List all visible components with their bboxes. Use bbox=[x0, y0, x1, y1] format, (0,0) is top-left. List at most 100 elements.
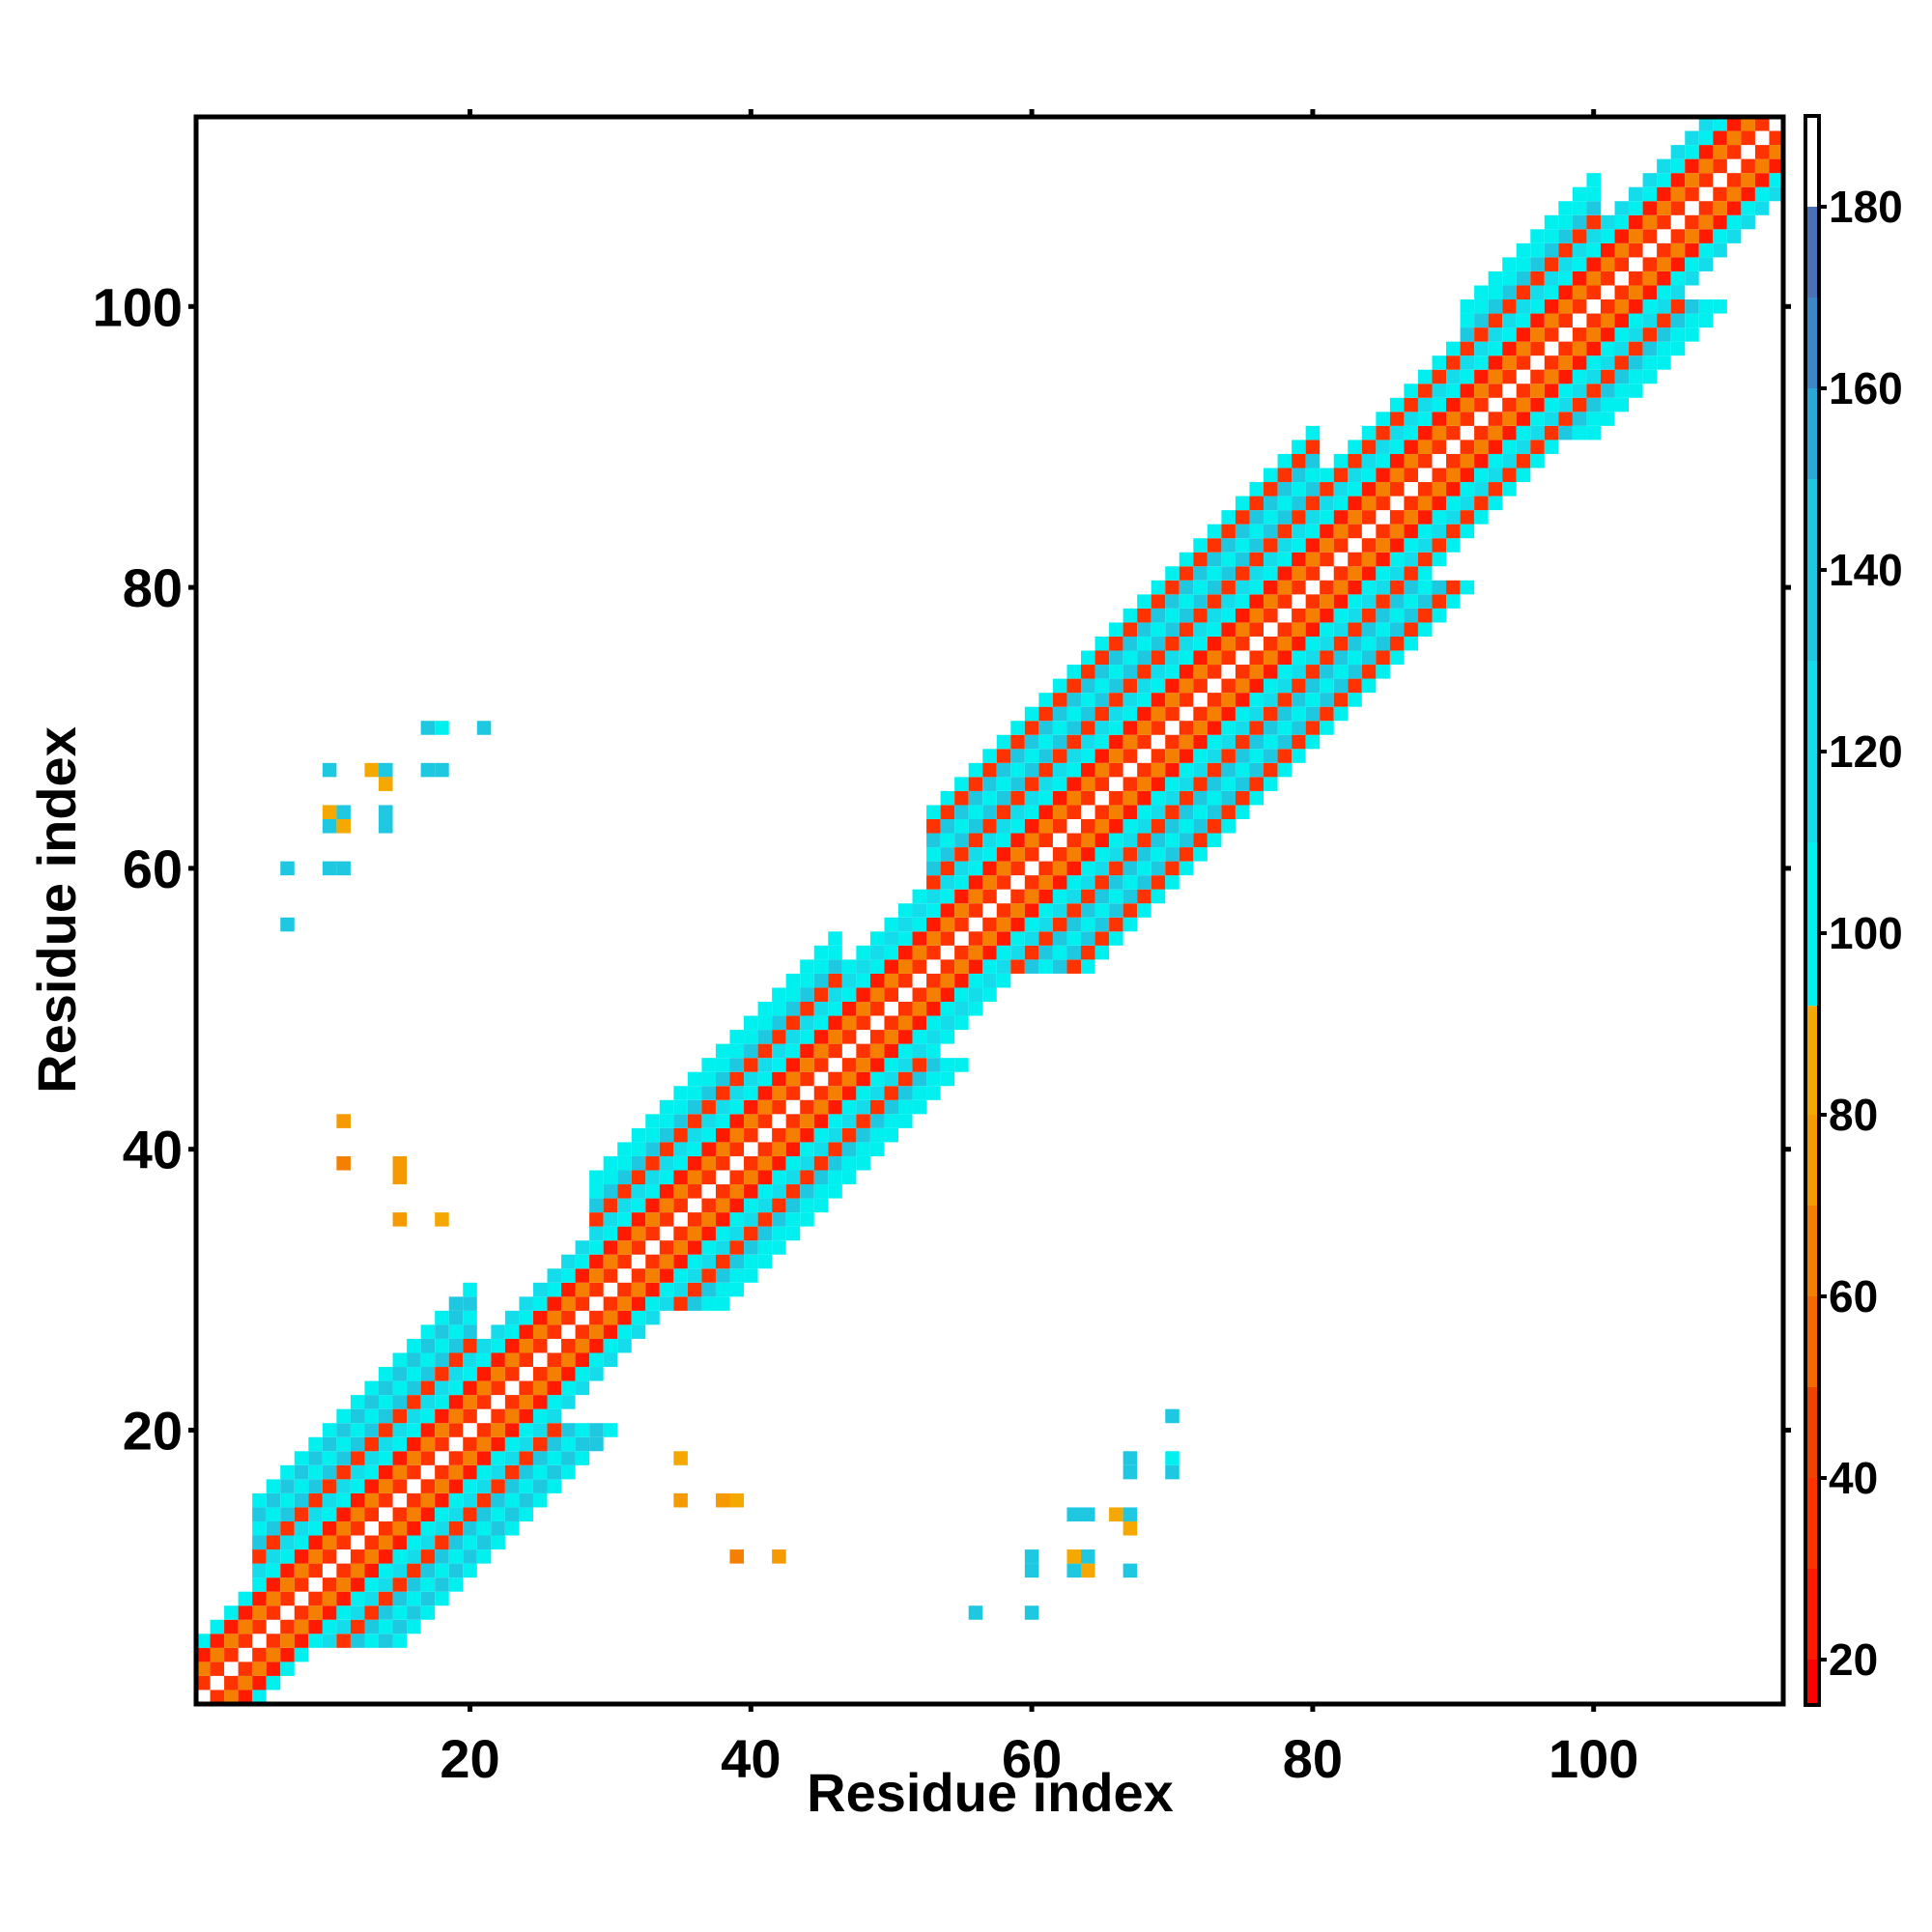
heatmap-cell bbox=[224, 1619, 239, 1634]
heatmap-cell bbox=[1305, 665, 1321, 679]
heatmap-cell bbox=[575, 1423, 590, 1437]
heatmap-cell bbox=[322, 1605, 337, 1620]
heatmap-cell bbox=[968, 945, 983, 960]
heatmap-cell bbox=[322, 1634, 337, 1648]
heatmap-cell bbox=[491, 1464, 505, 1480]
heatmap-cell bbox=[744, 1198, 758, 1213]
heatmap-cell bbox=[828, 1184, 842, 1199]
heatmap-cell bbox=[841, 973, 857, 988]
heatmap-cell bbox=[1137, 805, 1151, 819]
heatmap-cell bbox=[1221, 749, 1236, 763]
heatmap-cell bbox=[1292, 440, 1306, 454]
heatmap-cell bbox=[435, 1352, 449, 1368]
heatmap-cell bbox=[884, 931, 898, 946]
heatmap-cell bbox=[1657, 285, 1671, 300]
heatmap-cell bbox=[1320, 496, 1334, 511]
heatmap-cell bbox=[729, 1198, 745, 1213]
colorbar-tick-label: 160 bbox=[1829, 363, 1903, 413]
heatmap-cell bbox=[1474, 341, 1489, 356]
heatmap-cell bbox=[785, 1226, 801, 1241]
heatmap-cell bbox=[364, 1507, 380, 1521]
heatmap-cell bbox=[772, 1240, 786, 1255]
heatmap-cell bbox=[1320, 538, 1334, 553]
heatmap-cell bbox=[757, 1198, 773, 1213]
heatmap-cell bbox=[772, 1226, 786, 1241]
heatmap-cell bbox=[912, 1043, 927, 1059]
heatmap-cell bbox=[926, 1015, 941, 1031]
heatmap-cell bbox=[1122, 889, 1138, 904]
heatmap-cell bbox=[1502, 355, 1517, 370]
heatmap-cell bbox=[1193, 749, 1208, 763]
heatmap-cell bbox=[940, 847, 955, 862]
heatmap-cell bbox=[1629, 186, 1643, 202]
heatmap-cell bbox=[1572, 412, 1587, 426]
heatmap-cell bbox=[463, 1310, 477, 1325]
heatmap-cell bbox=[1277, 650, 1293, 666]
heatmap-cell bbox=[1333, 608, 1349, 623]
heatmap-cell bbox=[1052, 917, 1067, 932]
heatmap-cell bbox=[785, 1127, 801, 1143]
heatmap-cell bbox=[392, 1155, 408, 1171]
heatmap-cell bbox=[1081, 749, 1095, 763]
heatmap-cell bbox=[1754, 117, 1770, 131]
heatmap-cell bbox=[1292, 468, 1306, 483]
heatmap-cell bbox=[1165, 1451, 1179, 1465]
heatmap-cell bbox=[448, 1549, 464, 1564]
heatmap-cell bbox=[1137, 622, 1151, 637]
heatmap-cell bbox=[1264, 524, 1278, 539]
heatmap-cell bbox=[336, 1408, 351, 1424]
heatmap-cell bbox=[252, 1577, 267, 1592]
heatmap-cell bbox=[828, 1002, 842, 1016]
heatmap-cell bbox=[547, 1380, 562, 1396]
heatmap-cell bbox=[673, 1240, 688, 1255]
heatmap-cell bbox=[926, 818, 941, 834]
heatmap-cell bbox=[645, 1142, 660, 1156]
heatmap-cell bbox=[1614, 384, 1630, 398]
heatmap-cell bbox=[196, 1634, 211, 1648]
heatmap-cell bbox=[729, 1043, 745, 1059]
heatmap-cell bbox=[1657, 158, 1671, 174]
heatmap-cell bbox=[463, 1507, 477, 1521]
heatmap-cell bbox=[308, 1605, 323, 1620]
heatmap-cell bbox=[757, 1002, 773, 1016]
heatmap-cell bbox=[294, 1507, 309, 1521]
heatmap-cell bbox=[1544, 397, 1559, 412]
heatmap-cell bbox=[631, 1296, 646, 1311]
heatmap-cell bbox=[448, 1324, 464, 1339]
heatmap-cell bbox=[322, 1535, 337, 1550]
heatmap-cell bbox=[1713, 242, 1727, 258]
heatmap-cell bbox=[715, 1058, 730, 1072]
heatmap-cell bbox=[800, 1170, 814, 1185]
heatmap-cell bbox=[463, 1563, 477, 1578]
heatmap-cell bbox=[1488, 327, 1503, 342]
heatmap-cell bbox=[1193, 650, 1208, 666]
heatmap-cell bbox=[1685, 270, 1699, 286]
heatmap-cell bbox=[266, 1591, 281, 1606]
heatmap-cell bbox=[856, 1114, 870, 1128]
heatmap-cell bbox=[1193, 805, 1208, 819]
heatmap-cell bbox=[1348, 608, 1362, 623]
heatmap-cell bbox=[954, 847, 969, 862]
heatmap-cell bbox=[996, 777, 1011, 791]
heatmap-cell bbox=[1558, 299, 1573, 314]
heatmap-cell bbox=[659, 1142, 674, 1156]
heatmap-cell bbox=[744, 1015, 758, 1031]
heatmap-cell bbox=[547, 1408, 562, 1424]
heatmap-cell bbox=[1629, 285, 1643, 300]
heatmap-cell bbox=[420, 1577, 436, 1592]
heatmap-cell bbox=[532, 1338, 548, 1353]
heatmap-cell bbox=[280, 1549, 295, 1564]
heatmap-cell bbox=[1249, 510, 1264, 525]
heatmap-cell bbox=[1754, 173, 1770, 187]
heatmap-cell bbox=[1657, 299, 1671, 314]
heatmap-cell bbox=[1460, 369, 1475, 384]
heatmap-cell bbox=[1122, 875, 1138, 890]
heatmap-cell bbox=[491, 1367, 505, 1381]
heatmap-cell bbox=[1066, 721, 1082, 735]
heatmap-cell bbox=[884, 987, 898, 1003]
heatmap-cell bbox=[1277, 482, 1293, 497]
heatmap-cell bbox=[1389, 453, 1405, 469]
heatmap-cell bbox=[547, 1310, 562, 1325]
heatmap-cell bbox=[1024, 847, 1039, 862]
heatmap-cell bbox=[673, 1226, 688, 1241]
